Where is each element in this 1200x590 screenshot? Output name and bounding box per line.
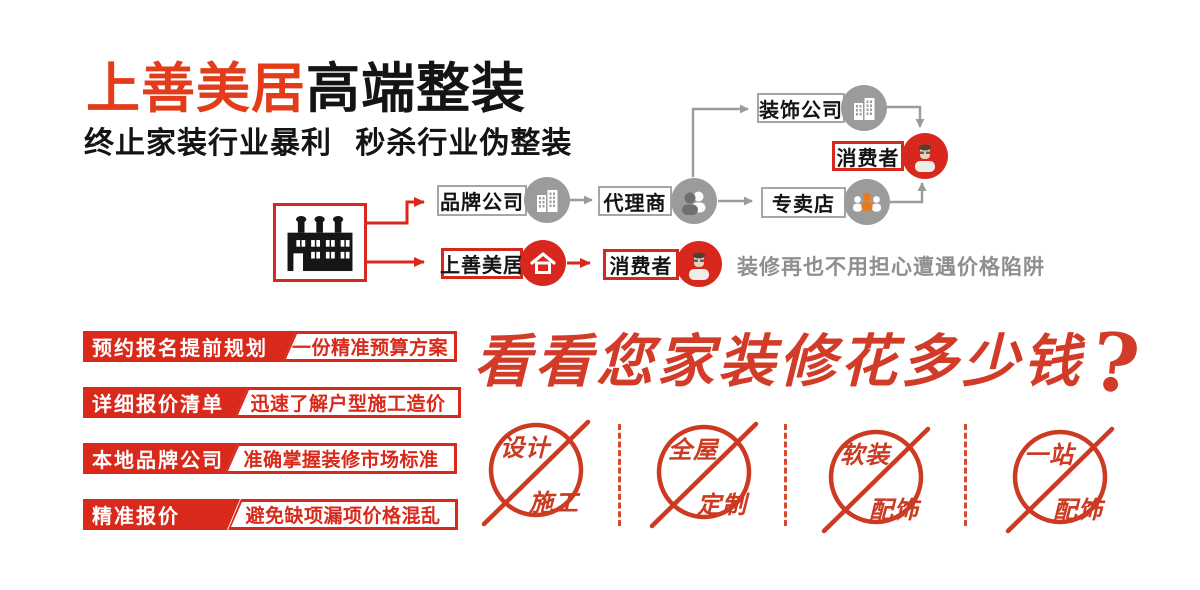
- node-label: 品牌公司: [440, 192, 524, 214]
- node-consumer-top: 消费者: [832, 141, 904, 171]
- benefit-row: 本地 品牌公司 准确掌握装修市场标准: [83, 443, 463, 474]
- dashed-divider: [964, 424, 967, 526]
- stamp-bottom-text: 定制: [697, 490, 747, 519]
- question-mark: ?: [1087, 313, 1144, 413]
- benefit-desc-box: 一份精准预算方案: [283, 331, 457, 362]
- benefit-label: 本地 品牌公司: [83, 443, 238, 474]
- buildings-icon: [524, 177, 570, 223]
- crossed-circle-icon: [481, 419, 591, 527]
- benefit-row: 精准报价 避免缺项漏项价格混乱: [83, 499, 463, 530]
- benefit-desc: 一份精准预算方案: [291, 338, 448, 359]
- home-icon: [520, 240, 566, 286]
- node-label: 消费者: [609, 256, 673, 278]
- brand-name: 上善美居: [86, 59, 306, 119]
- store-people-icon: [844, 179, 890, 225]
- node-decor-company: 装饰公司: [757, 93, 845, 123]
- factory-icon: [287, 215, 353, 271]
- flow-note: 装修再也不用担心遭遇价格陷阱: [737, 256, 1045, 279]
- node-shangshan: 上善美居: [440, 248, 524, 279]
- node-store: 专卖店: [761, 187, 846, 218]
- crossed-circle-icon: [1005, 426, 1115, 534]
- benefit-label: 预约报名提前规划: [83, 331, 296, 362]
- stamp-bottom-text: 配饰: [869, 495, 919, 524]
- consumer-avatar-icon: [902, 133, 948, 179]
- stamp-top-text: 一站: [1024, 440, 1074, 469]
- stamp-design-construction: 设计 施工: [480, 416, 592, 528]
- benefit-desc-box: 避免缺项漏项价格混乱: [228, 499, 458, 530]
- crossed-circle-icon: [821, 426, 931, 534]
- benefit-label-text: 品牌公司: [136, 450, 224, 472]
- node-label: 消费者: [836, 147, 900, 170]
- benefit-desc-box: 迅速了解户型施工造价: [235, 387, 461, 418]
- stamp-bottom-text: 施工: [529, 488, 579, 517]
- stamp-top-text: 设计: [500, 433, 550, 462]
- benefit-label-strong: 本地: [92, 450, 136, 472]
- benefit-label-text: 详细报价清单: [92, 394, 224, 416]
- headline-text: 看看您家装修花多少钱: [474, 328, 1084, 395]
- node-brand-company: 品牌公司: [437, 185, 527, 216]
- stamp-top-text: 软装: [840, 440, 890, 469]
- stamp-top-text: 全屋: [668, 435, 718, 464]
- page-title: 上善美居高端整装: [86, 44, 526, 123]
- benefit-desc: 迅速了解户型施工造价: [250, 394, 446, 415]
- people-icon: [671, 178, 717, 224]
- dashed-divider: [618, 424, 621, 526]
- benefit-desc: 准确掌握装修市场标准: [243, 450, 439, 471]
- benefit-label-text: 精准报价: [92, 506, 180, 528]
- node-consumer-bottom: 消费者: [603, 249, 679, 280]
- stamp-one-stop-accessories: 一站 配饰: [1004, 423, 1116, 535]
- node-label: 装饰公司: [759, 99, 843, 122]
- benefit-label-text: 预约报名提前规划: [92, 338, 268, 360]
- benefit-desc: 避免缺项漏项价格混乱: [245, 506, 441, 527]
- brand-tagline: 高端整装: [306, 59, 526, 119]
- node-label: 上善美居: [440, 255, 524, 277]
- node-agent: 代理商: [598, 186, 672, 216]
- dashed-divider: [784, 424, 787, 526]
- consumer-avatar-icon: [676, 241, 722, 287]
- crossed-circle-icon: [649, 421, 759, 529]
- benefit-desc-box: 准确掌握装修市场标准: [225, 443, 457, 474]
- stamp-soft-furnishing: 软装 配饰: [820, 423, 932, 535]
- node-label: 代理商: [603, 192, 667, 215]
- benefit-row: 详细报价清单 迅速了解户型施工造价: [83, 387, 463, 418]
- benefit-label: 详细报价清单: [83, 387, 248, 418]
- headline: 看看您家装修花多少钱?: [474, 314, 1144, 412]
- benefit-row: 预约报名提前规划 一份精准预算方案: [83, 331, 463, 362]
- benefit-label: 精准报价: [83, 499, 240, 530]
- node-label: 专卖店: [772, 194, 835, 216]
- buildings-icon: [841, 85, 887, 131]
- factory-node: [273, 203, 367, 282]
- subtitle: 终止家装行业暴利 秒杀行业伪整装: [84, 127, 573, 160]
- stamp-whole-house-custom: 全屋 定制: [648, 418, 760, 530]
- stamp-bottom-text: 配饰: [1053, 495, 1103, 524]
- flow-connectors: [366, 104, 927, 268]
